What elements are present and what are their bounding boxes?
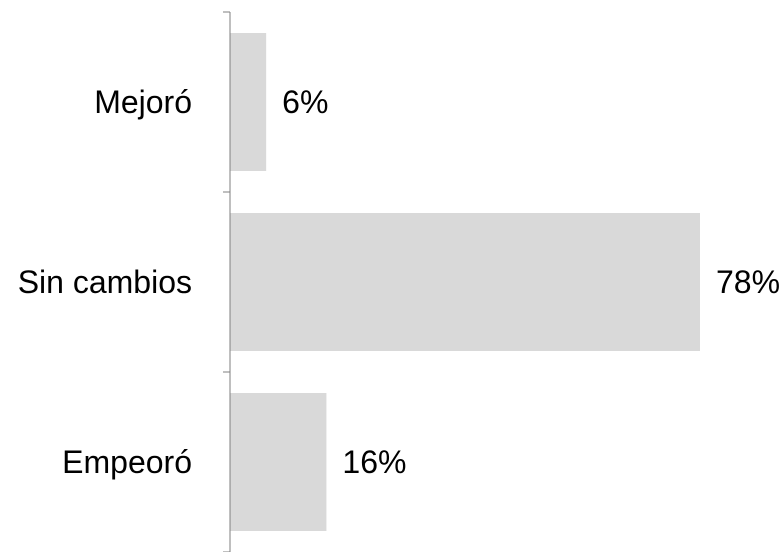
category-label-mejoro: Mejoró	[94, 84, 192, 120]
bar-sin-cambios	[230, 213, 700, 351]
value-label-mejoro: 6%	[282, 84, 328, 120]
category-label-empeoro: Empeoró	[62, 444, 192, 480]
value-label-sin-cambios: 78%	[716, 264, 780, 300]
labels-layer: Mejoró 6% Sin cambios 78% Empeoró 16%	[18, 84, 780, 480]
bar-mejoro	[230, 33, 267, 171]
value-label-empeoro: 16%	[342, 444, 406, 480]
axis-layer	[223, 11, 231, 553]
bar-empeoro	[230, 393, 327, 531]
bars-layer	[230, 33, 700, 531]
category-label-sin-cambios: Sin cambios	[18, 264, 192, 300]
